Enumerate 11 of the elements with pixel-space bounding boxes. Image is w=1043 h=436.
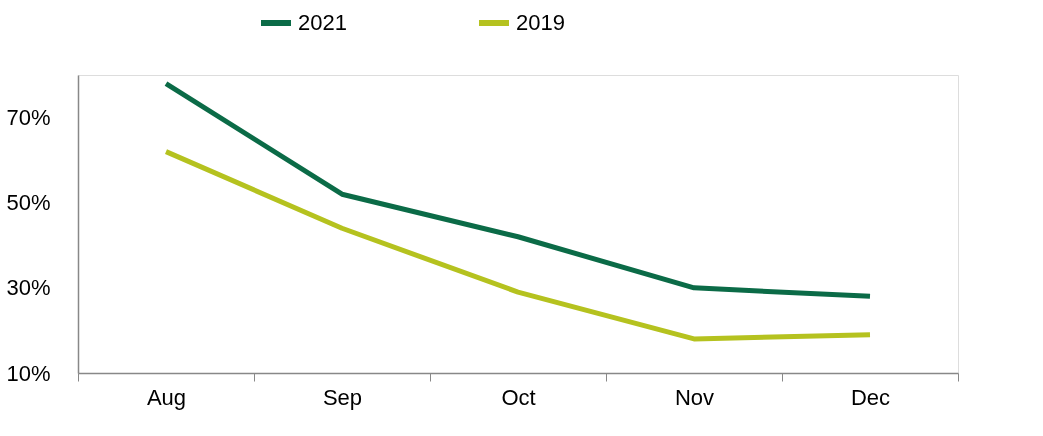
x-tick-label: Oct	[501, 384, 536, 410]
x-tick-label: Nov	[674, 384, 715, 410]
x-tick-label: Aug	[146, 384, 187, 410]
y-tick-label: 10%	[6, 360, 51, 386]
y-tick-label: 70%	[6, 105, 51, 131]
y-tick-label: 50%	[6, 190, 51, 216]
legend-label: 2019	[516, 10, 565, 35]
x-tick-label: Dec	[850, 384, 891, 410]
x-tick-label: Sep	[322, 384, 363, 410]
legend-label: 2021	[298, 10, 347, 35]
y-tick-label: 30%	[6, 275, 51, 301]
